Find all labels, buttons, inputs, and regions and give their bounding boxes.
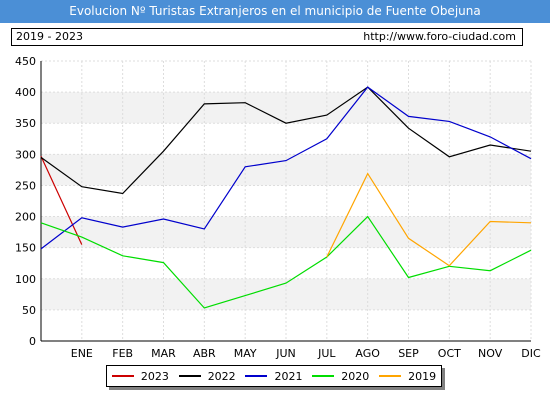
y-tick-label: 150 [15,242,36,255]
legend-label: 2020 [341,369,370,383]
y-tick-label: 400 [15,86,36,99]
x-tick-label: JUL [317,347,336,360]
legend-item-2022: 2022 [178,369,236,383]
legend-item-2021: 2021 [245,370,302,383]
legend-item-2023: 2023 [111,369,169,383]
legend-item-2019: 2019 [379,370,436,383]
legend-label: 2019 [408,369,437,383]
legend-label: 2023 [140,369,169,383]
chart-title: Evolucion Nº Turistas Extranjeros en el … [0,0,550,23]
source-url: http://www.foro-ciudad.com [363,30,516,43]
x-tick-label: SEP [398,347,419,360]
series-line-2021 [40,86,532,250]
x-tick-label: ABR [193,347,216,360]
y-tick-label: 200 [15,211,36,224]
x-tick-label: JUN [275,347,296,360]
y-tick-label: 350 [15,117,36,130]
legend-swatch [245,375,268,377]
legend-swatch [312,375,335,377]
legend-item-2020: 2020 [312,370,369,383]
chart-legend: 2023 2022 2021 2020 2019 [106,365,442,387]
y-tick-label: 300 [15,148,36,161]
legend-label: 2022 [207,369,236,383]
x-tick-label: MAY [234,347,257,360]
series-line-2019 [326,172,532,267]
legend-label: 2021 [274,369,303,383]
x-tick-label: ENE [71,347,93,360]
y-tick-label: 450 [15,55,36,68]
x-tick-label: MAR [151,347,176,360]
series-line-2023 [40,155,83,245]
x-tick-label: AGO [355,347,380,360]
y-tick-label: 50 [22,304,36,317]
x-tick-label: NOV [478,347,503,360]
y-tick-label: 100 [15,273,36,286]
period-label: 2019 - 2023 [16,30,83,43]
legend-swatch [379,375,402,377]
legend-swatch [111,375,134,377]
series-line-2022 [40,86,532,195]
y-tick-label: 250 [15,179,36,192]
y-tick-label: 0 [29,335,36,348]
x-tick-label: OCT [438,347,461,360]
x-tick-label: DIC [521,347,541,360]
x-tick-label: FEB [112,347,133,360]
info-box: 2019 - 2023 http://www.foro-ciudad.com [11,28,523,46]
legend-swatch [178,375,201,377]
